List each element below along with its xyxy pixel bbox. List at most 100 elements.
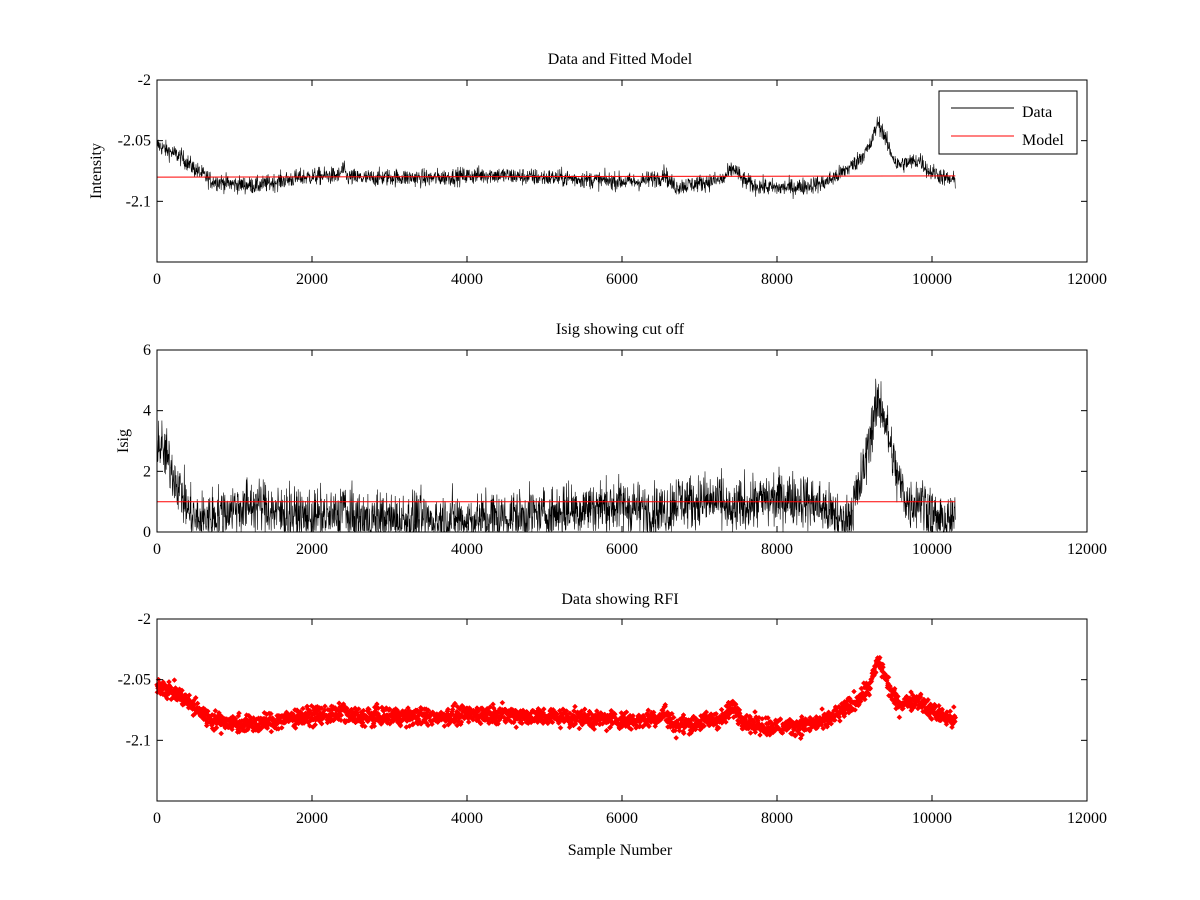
data-point (732, 701, 739, 708)
data-point (425, 707, 432, 714)
legend-label-model: Model (1022, 132, 1064, 149)
data-point (630, 712, 636, 719)
legend-label-data: Data (1022, 104, 1052, 121)
data-point (322, 703, 328, 710)
plot-area (156, 378, 956, 534)
data-point (458, 719, 465, 725)
x-tick-label: 4000 (451, 271, 483, 288)
data-point (947, 708, 954, 715)
data-point (218, 730, 225, 737)
series-signal-line (156, 378, 956, 534)
data-point (166, 679, 172, 685)
x-tick-label: 8000 (761, 810, 793, 827)
data-point (374, 701, 380, 707)
data-point (318, 720, 325, 727)
data-point (925, 696, 931, 703)
data-point (673, 735, 680, 741)
data-point (917, 691, 924, 698)
x-tick-label: 10000 (912, 271, 952, 288)
y-tick-label: -2.05 (118, 672, 151, 689)
data-point (549, 719, 556, 726)
data-point (607, 724, 614, 731)
data-point (837, 718, 843, 724)
data-point (371, 723, 378, 729)
data-point (292, 725, 299, 731)
data-point (799, 732, 805, 738)
data-point (885, 674, 892, 681)
data-point (572, 703, 578, 710)
data-point (952, 714, 959, 721)
data-point (852, 707, 858, 713)
data-point (338, 712, 345, 719)
data-point (268, 710, 274, 717)
data-point (851, 688, 857, 695)
data-point (820, 725, 827, 732)
data-point (186, 692, 193, 699)
data-point (752, 709, 758, 715)
data-point (680, 730, 687, 737)
x-tick-labels: 0 2000 4000 6000 8000 10000 12000 (153, 810, 1107, 827)
x-tick-label: 2000 (296, 541, 328, 558)
y-tick-labels: -2 -2.05 -2.1 (118, 72, 151, 210)
data-point (449, 706, 456, 713)
series-model-line (156, 175, 956, 178)
x-tick-label: 12000 (1067, 810, 1107, 827)
data-point (441, 723, 448, 729)
data-point (179, 687, 185, 694)
series-data-line (156, 116, 956, 200)
x-tick-label: 2000 (296, 271, 328, 288)
data-point (867, 685, 874, 692)
data-point (499, 699, 506, 706)
data-point (581, 706, 588, 713)
data-point (950, 704, 957, 710)
data-point (862, 696, 868, 703)
x-tick-label: 6000 (606, 810, 638, 827)
data-point (212, 707, 219, 714)
x-tick-label: 12000 (1067, 541, 1107, 558)
data-point (669, 710, 675, 717)
data-point (680, 712, 687, 718)
x-tick-label: 0 (153, 810, 161, 827)
data-point (939, 706, 946, 713)
data-point (194, 700, 201, 707)
data-point (623, 709, 630, 715)
plot-area (154, 654, 959, 742)
data-point (557, 724, 564, 731)
data-point (268, 728, 275, 735)
y-tick-label: 0 (143, 524, 151, 541)
data-point (591, 726, 598, 732)
data-point (490, 701, 496, 708)
data-point (866, 692, 873, 698)
data-point (465, 719, 472, 725)
panel-data-rfi: Data showing RFI 0 2000 4000 6000 8000 1… (118, 591, 1107, 859)
data-point (366, 706, 372, 713)
data-point (229, 726, 235, 733)
x-tick-label: 10000 (912, 541, 952, 558)
data-point (359, 719, 366, 726)
tick-marks (156, 79, 1088, 262)
data-point (429, 721, 435, 728)
x-axis-label: Sample Number (568, 842, 673, 859)
data-point (828, 720, 835, 727)
x-tick-label: 6000 (606, 541, 638, 558)
data-point (891, 685, 898, 692)
data-point (312, 721, 319, 728)
legend: Data Model (938, 90, 1078, 155)
data-point (747, 730, 754, 736)
data-point (171, 677, 178, 683)
y-tick-labels: -2 -2.05 -2.1 (118, 611, 151, 749)
x-tick-label: 0 (153, 271, 161, 288)
data-point (723, 719, 729, 725)
x-tick-label: 8000 (761, 541, 793, 558)
data-point (757, 732, 763, 738)
y-tick-label: 4 (143, 403, 151, 420)
data-point (876, 654, 883, 661)
data-point (765, 715, 771, 721)
data-point (645, 707, 652, 714)
data-point (819, 706, 825, 712)
y-tick-label: -2 (138, 72, 151, 89)
legend-box (938, 90, 1078, 155)
x-tick-labels: 0 2000 4000 6000 8000 10000 12000 (153, 271, 1107, 288)
data-point (540, 706, 547, 712)
